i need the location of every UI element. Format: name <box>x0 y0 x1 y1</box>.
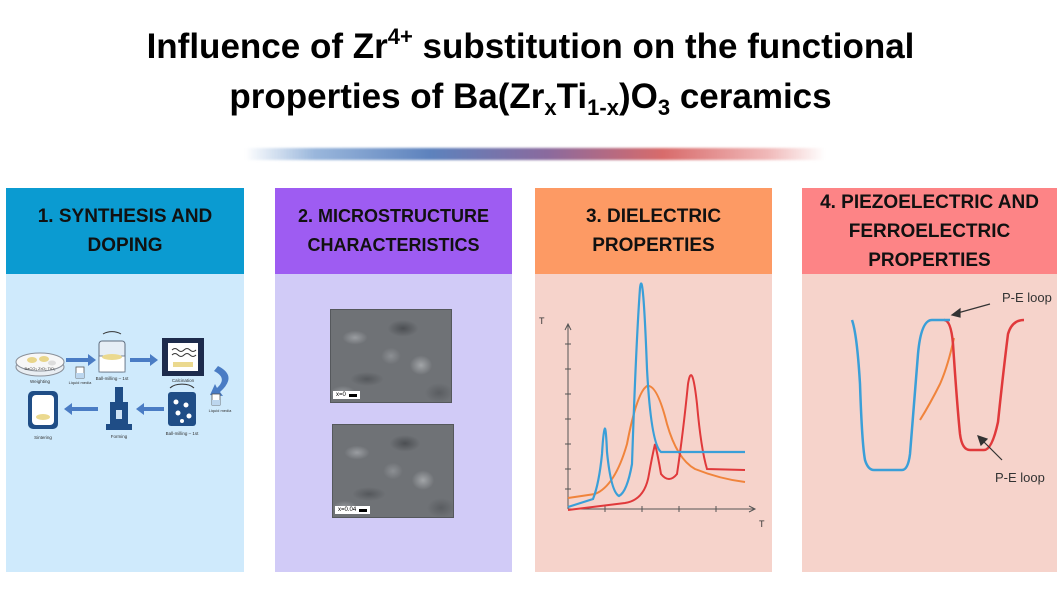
panel-dielectric: 3. DIELECTRIC PROPERTIES T T <box>535 188 772 572</box>
dielectric-curve-blue <box>567 282 745 509</box>
pe-loop-plot: P-E loop P-E loop <box>850 290 1052 485</box>
panel-dielectric-header: 3. DIELECTRIC PROPERTIES <box>535 188 772 274</box>
panel-microstructure-body: x=0 x=0.04 <box>275 274 512 572</box>
scale-bar <box>348 393 357 397</box>
panel-microstructure: 2. MICROSTRUCTURE CHARACTERISTICS x=0 x=… <box>275 188 512 572</box>
title-line-1: Influence of Zr4+ substitution on the fu… <box>146 24 915 67</box>
arrow-left-icon <box>64 403 98 415</box>
synthesis-process-diagram: BaCO₃ ZrO₂ TiO₂ Weighting Liquid media B… <box>15 331 232 440</box>
panel-synthesis-body: BaCO₃ ZrO₂ TiO₂ Weighting Liquid media B… <box>6 274 244 572</box>
panel-dielectric-title: 3. DIELECTRIC PROPERTIES <box>585 206 722 256</box>
sem-image: x=0.04 <box>332 424 454 518</box>
chemicals-label: BaCO₃ ZrO₂ TiO₂ <box>25 366 56 371</box>
y-axis-label: T <box>539 316 545 326</box>
arrow-pointer-icon <box>950 303 991 318</box>
press-icon <box>106 387 132 430</box>
panel-synthesis-header: 1. SYNTHESIS AND DOPING <box>6 188 244 274</box>
page-title: Influence of Zr4+ substitution on the fu… <box>0 22 1061 122</box>
arrow-pointer-icon <box>977 435 1003 461</box>
forming-label: Forming <box>111 434 128 439</box>
ball-mill-jar-icon <box>168 383 196 426</box>
panel-microstructure-header: 2. MICROSTRUCTURE CHARACTERISTICS <box>275 188 512 274</box>
liquid-media-label-1: Liquid media <box>69 380 92 385</box>
pe-loop-annotation-top: P-E loop <box>1002 290 1052 305</box>
panel-piezo-ferro: 4. PIEZOELECTRIC AND FERROELECTRIC PROPE… <box>802 188 1057 572</box>
pe-loop-red <box>943 318 1025 452</box>
beaker-icon <box>75 366 85 379</box>
dielectric-curve-orange <box>567 384 746 499</box>
sem-scale-label: x=0 <box>333 391 360 399</box>
title-gradient-divider <box>245 148 825 160</box>
calcination-label: Calcination <box>172 378 195 383</box>
panel-synthesis: 1. SYNTHESIS AND DOPING BaCO₃ ZrO₂ TiO₂ … <box>6 188 244 572</box>
arrow-left-icon <box>136 403 164 415</box>
ball-mill-jar-icon <box>98 331 126 373</box>
ball-milling-label-1: Ball-milling – 1st <box>96 376 130 381</box>
beaker-icon <box>211 393 221 406</box>
scale-bar <box>359 508 368 512</box>
dielectric-curve-red <box>567 374 746 511</box>
pe-loop-annotation-bottom: P-E loop <box>995 470 1045 485</box>
weighting-dish-icon <box>15 352 65 377</box>
panel-dielectric-body: T T <box>535 274 772 572</box>
arrow-curved-icon <box>210 366 229 396</box>
furnace-icon <box>162 338 204 376</box>
pe-loop-blue <box>850 318 950 472</box>
panel-microstructure-title: 2. MICROSTRUCTURE CHARACTERISTICS <box>297 206 489 255</box>
panel-piezo-ferro-body: P-E loop P-E loop <box>802 274 1057 572</box>
plot-axes <box>564 322 757 513</box>
sintering-label: Sintering <box>34 435 52 440</box>
ball-milling-label-2: Ball-milling – 1st <box>166 431 200 436</box>
arrow-right-icon <box>66 354 96 366</box>
pe-loop-orange <box>919 337 955 421</box>
arrow-right-icon <box>130 354 158 366</box>
panel-synthesis-title: 1. SYNTHESIS AND DOPING <box>37 206 213 256</box>
crucible-icon <box>28 391 58 429</box>
liquid-media-label-2: Liquid media <box>209 408 232 413</box>
weighting-label: Weighting <box>30 379 50 384</box>
panel-piezo-ferro-header: 4. PIEZOELECTRIC AND FERROELECTRIC PROPE… <box>802 188 1057 274</box>
dielectric-curves-plot: T T <box>539 282 765 529</box>
x-axis-label: T <box>759 519 765 529</box>
sem-scale-label: x=0.04 <box>335 506 371 514</box>
title-line-2: properties of Ba(ZrxTi1-x)O3 ceramics <box>229 77 832 120</box>
panel-piezo-ferro-title: 4. PIEZOELECTRIC AND FERROELECTRIC PROPE… <box>820 191 1039 271</box>
sem-image: x=0 <box>330 309 452 403</box>
